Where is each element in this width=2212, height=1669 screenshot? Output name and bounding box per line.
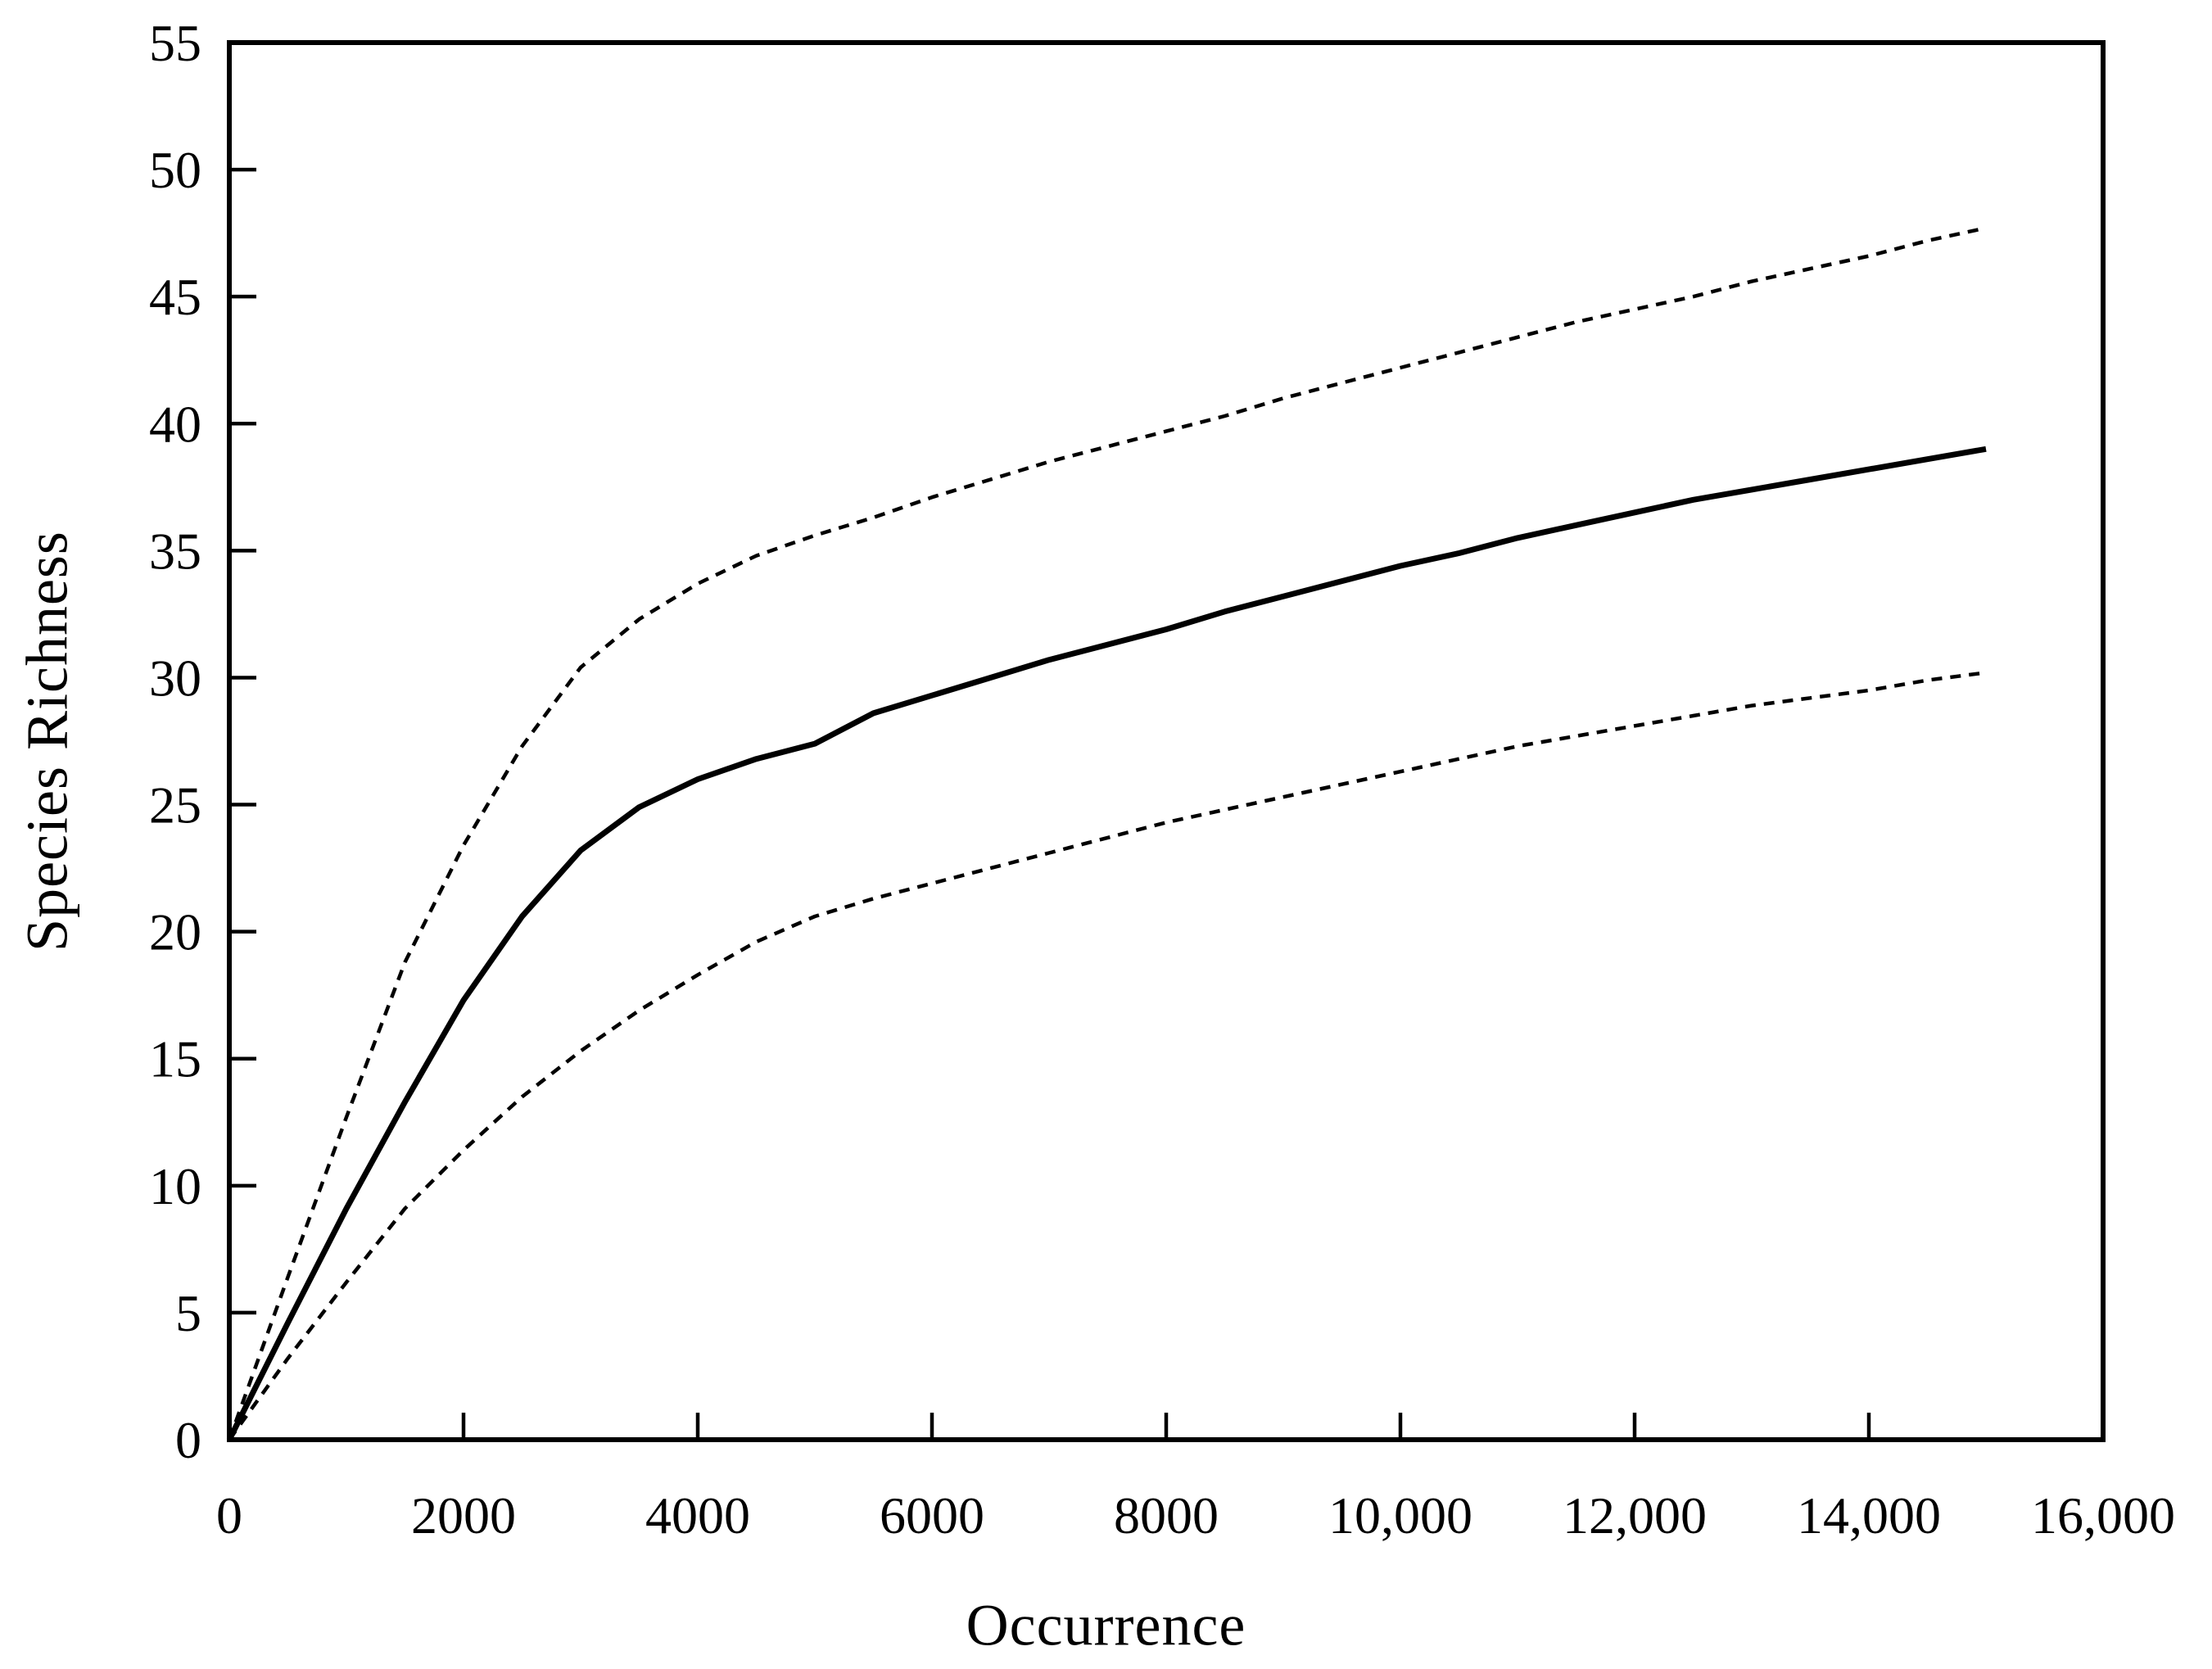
y-tick-label: 20 xyxy=(149,903,201,961)
y-tick-label: 5 xyxy=(175,1284,201,1342)
y-tick-label: 40 xyxy=(149,395,201,453)
y-tick-label: 55 xyxy=(149,14,201,72)
x-tick-label: 10,000 xyxy=(1328,1486,1472,1545)
y-tick-label: 35 xyxy=(149,522,201,580)
x-tick-label: 0 xyxy=(216,1486,242,1545)
x-tick-label: 6000 xyxy=(880,1486,984,1545)
y-tick-label: 45 xyxy=(149,268,201,326)
series-lower-dashed-line xyxy=(228,671,1987,1441)
x-tick-label: 14,000 xyxy=(1797,1486,1941,1545)
x-tick-label: 4000 xyxy=(645,1486,750,1545)
plot-frame xyxy=(227,40,2106,1442)
x-tick-label: 2000 xyxy=(411,1486,516,1545)
y-axis-title: Species Richness xyxy=(14,531,80,952)
y-tick-label: 25 xyxy=(149,776,201,834)
x-tick-label: 16,000 xyxy=(2031,1486,2175,1545)
y-tick-label: 10 xyxy=(149,1157,201,1215)
x-tick-label: 8000 xyxy=(1114,1486,1219,1545)
y-tick-label: 30 xyxy=(149,649,201,707)
y-tick-label: 15 xyxy=(149,1030,201,1088)
series-solid-line xyxy=(226,446,1987,1441)
y-tick-label: 50 xyxy=(149,141,201,199)
x-tick-label: 12,000 xyxy=(1563,1486,1707,1545)
series-upper-dashed-line xyxy=(227,226,1987,1441)
y-tick-label: 0 xyxy=(175,1411,201,1469)
x-axis-title: Occurrence xyxy=(966,1592,1246,1658)
